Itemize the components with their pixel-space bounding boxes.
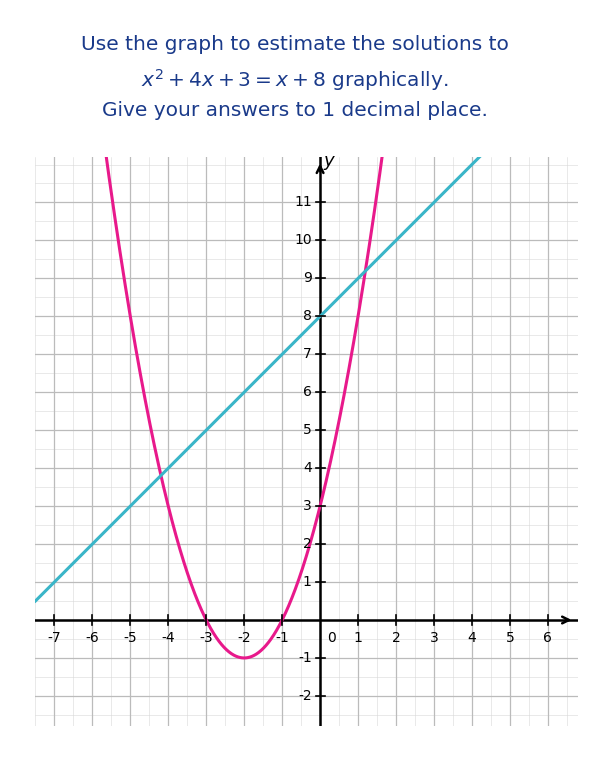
Text: 8: 8 xyxy=(303,310,312,323)
Text: -1: -1 xyxy=(298,651,312,665)
Text: -2: -2 xyxy=(298,689,312,703)
Text: 5: 5 xyxy=(303,423,312,437)
Text: -3: -3 xyxy=(199,631,213,644)
Text: -2: -2 xyxy=(237,631,251,644)
Text: $x^2 + 4x + 3 = x + 8$ graphically.: $x^2 + 4x + 3 = x + 8$ graphically. xyxy=(141,67,449,93)
Text: -6: -6 xyxy=(86,631,99,644)
Text: Use the graph to estimate the solutions to: Use the graph to estimate the solutions … xyxy=(81,35,509,54)
Text: 3: 3 xyxy=(303,499,312,513)
Text: 6: 6 xyxy=(543,631,552,644)
Text: 5: 5 xyxy=(506,631,514,644)
Text: 4: 4 xyxy=(467,631,476,644)
Text: 3: 3 xyxy=(430,631,438,644)
Text: 1: 1 xyxy=(353,631,362,644)
Text: 1: 1 xyxy=(303,575,312,589)
Text: Give your answers to 1 decimal place.: Give your answers to 1 decimal place. xyxy=(102,101,488,121)
Text: -7: -7 xyxy=(48,631,61,644)
Text: 2: 2 xyxy=(392,631,401,644)
Text: 2: 2 xyxy=(303,537,312,551)
Text: 9: 9 xyxy=(303,271,312,286)
Text: y: y xyxy=(323,152,334,170)
Text: 11: 11 xyxy=(294,196,312,210)
Text: -5: -5 xyxy=(123,631,137,644)
Text: 6: 6 xyxy=(303,386,312,399)
Text: 7: 7 xyxy=(303,347,312,361)
Text: 0: 0 xyxy=(327,631,336,644)
Text: -1: -1 xyxy=(276,631,289,644)
Text: 4: 4 xyxy=(303,461,312,475)
Text: 10: 10 xyxy=(294,233,312,247)
Text: -4: -4 xyxy=(162,631,175,644)
